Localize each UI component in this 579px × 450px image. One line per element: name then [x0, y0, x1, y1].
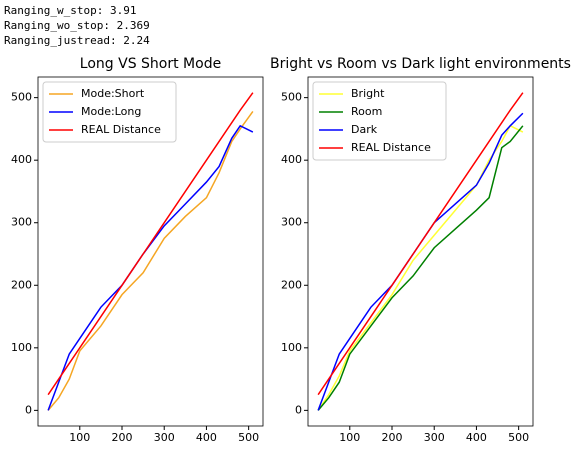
- legend-box: [312, 81, 447, 161]
- series-line: [317, 92, 524, 396]
- header-line: Ranging_wo_stop: 2.369: [4, 19, 150, 32]
- x-tick-label: 400: [466, 431, 487, 444]
- legend-box: [42, 81, 177, 143]
- x-tick-label: 300: [424, 431, 445, 444]
- legend-label: REAL Distance: [81, 123, 161, 136]
- series-line: [47, 124, 254, 411]
- y-tick-label: 400: [281, 153, 302, 166]
- y-tick-label: 200: [281, 278, 302, 291]
- legend-label: Mode:Short: [81, 87, 145, 100]
- y-tick-label: 300: [281, 216, 302, 229]
- y-tick-label: 400: [11, 153, 32, 166]
- x-tick-label: 500: [238, 431, 259, 444]
- legend-label: Bright: [351, 87, 385, 100]
- y-tick-label: 500: [11, 91, 32, 104]
- legend-label: Mode:Long: [81, 105, 141, 118]
- y-tick-label: 300: [11, 216, 32, 229]
- y-tick-label: 0: [295, 403, 302, 416]
- y-tick-label: 200: [11, 278, 32, 291]
- axes-frame: [37, 76, 264, 427]
- series-line: [47, 92, 254, 396]
- x-tick-label: 100: [69, 431, 90, 444]
- x-tick-label: 200: [112, 431, 133, 444]
- x-tick-label: 400: [196, 431, 217, 444]
- y-tick-label: 500: [281, 91, 302, 104]
- header-line: Ranging_w_stop: 3.91: [4, 4, 136, 17]
- series-line: [47, 110, 254, 411]
- series-line: [317, 125, 524, 411]
- chart-title: Long VS Short Mode: [80, 56, 221, 72]
- y-tick-label: 0: [25, 403, 32, 416]
- y-tick-label: 100: [11, 341, 32, 354]
- x-tick-label: 500: [508, 431, 529, 444]
- legend-label: REAL Distance: [351, 141, 431, 154]
- x-tick-label: 200: [382, 431, 403, 444]
- legend-label: Room: [351, 105, 382, 118]
- axes-frame: [307, 76, 534, 427]
- x-tick-label: 100: [339, 431, 360, 444]
- x-tick-label: 300: [154, 431, 175, 444]
- header-line: Ranging_justread: 2.24: [4, 34, 150, 47]
- y-tick-label: 100: [281, 341, 302, 354]
- legend-label: Dark: [351, 123, 378, 136]
- series-line: [317, 124, 524, 411]
- chart-title: Bright vs Room vs Dark light environment…: [270, 56, 571, 72]
